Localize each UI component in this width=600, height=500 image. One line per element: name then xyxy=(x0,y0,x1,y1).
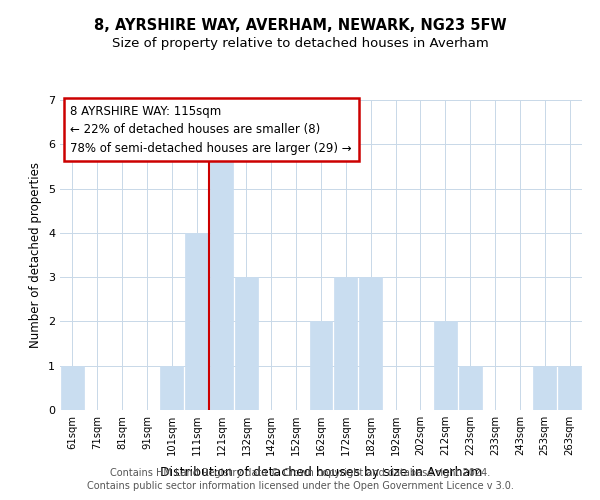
Bar xyxy=(160,366,183,410)
Bar xyxy=(434,322,457,410)
Bar xyxy=(210,144,233,410)
Bar xyxy=(310,322,332,410)
Text: 8, AYRSHIRE WAY, AVERHAM, NEWARK, NG23 5FW: 8, AYRSHIRE WAY, AVERHAM, NEWARK, NG23 5… xyxy=(94,18,506,32)
Bar xyxy=(334,277,357,410)
X-axis label: Distribution of detached houses by size in Averham: Distribution of detached houses by size … xyxy=(160,466,482,479)
Text: 8 AYRSHIRE WAY: 115sqm
← 22% of detached houses are smaller (8)
78% of semi-deta: 8 AYRSHIRE WAY: 115sqm ← 22% of detached… xyxy=(70,104,352,154)
Bar xyxy=(359,277,382,410)
Bar xyxy=(558,366,581,410)
Bar xyxy=(533,366,556,410)
Text: Size of property relative to detached houses in Averham: Size of property relative to detached ho… xyxy=(112,38,488,51)
Y-axis label: Number of detached properties: Number of detached properties xyxy=(29,162,43,348)
Bar xyxy=(459,366,482,410)
Bar xyxy=(235,277,258,410)
Text: Contains public sector information licensed under the Open Government Licence v : Contains public sector information licen… xyxy=(86,481,514,491)
Text: Contains HM Land Registry data © Crown copyright and database right 2024.: Contains HM Land Registry data © Crown c… xyxy=(110,468,490,477)
Bar xyxy=(61,366,84,410)
Bar xyxy=(185,233,208,410)
